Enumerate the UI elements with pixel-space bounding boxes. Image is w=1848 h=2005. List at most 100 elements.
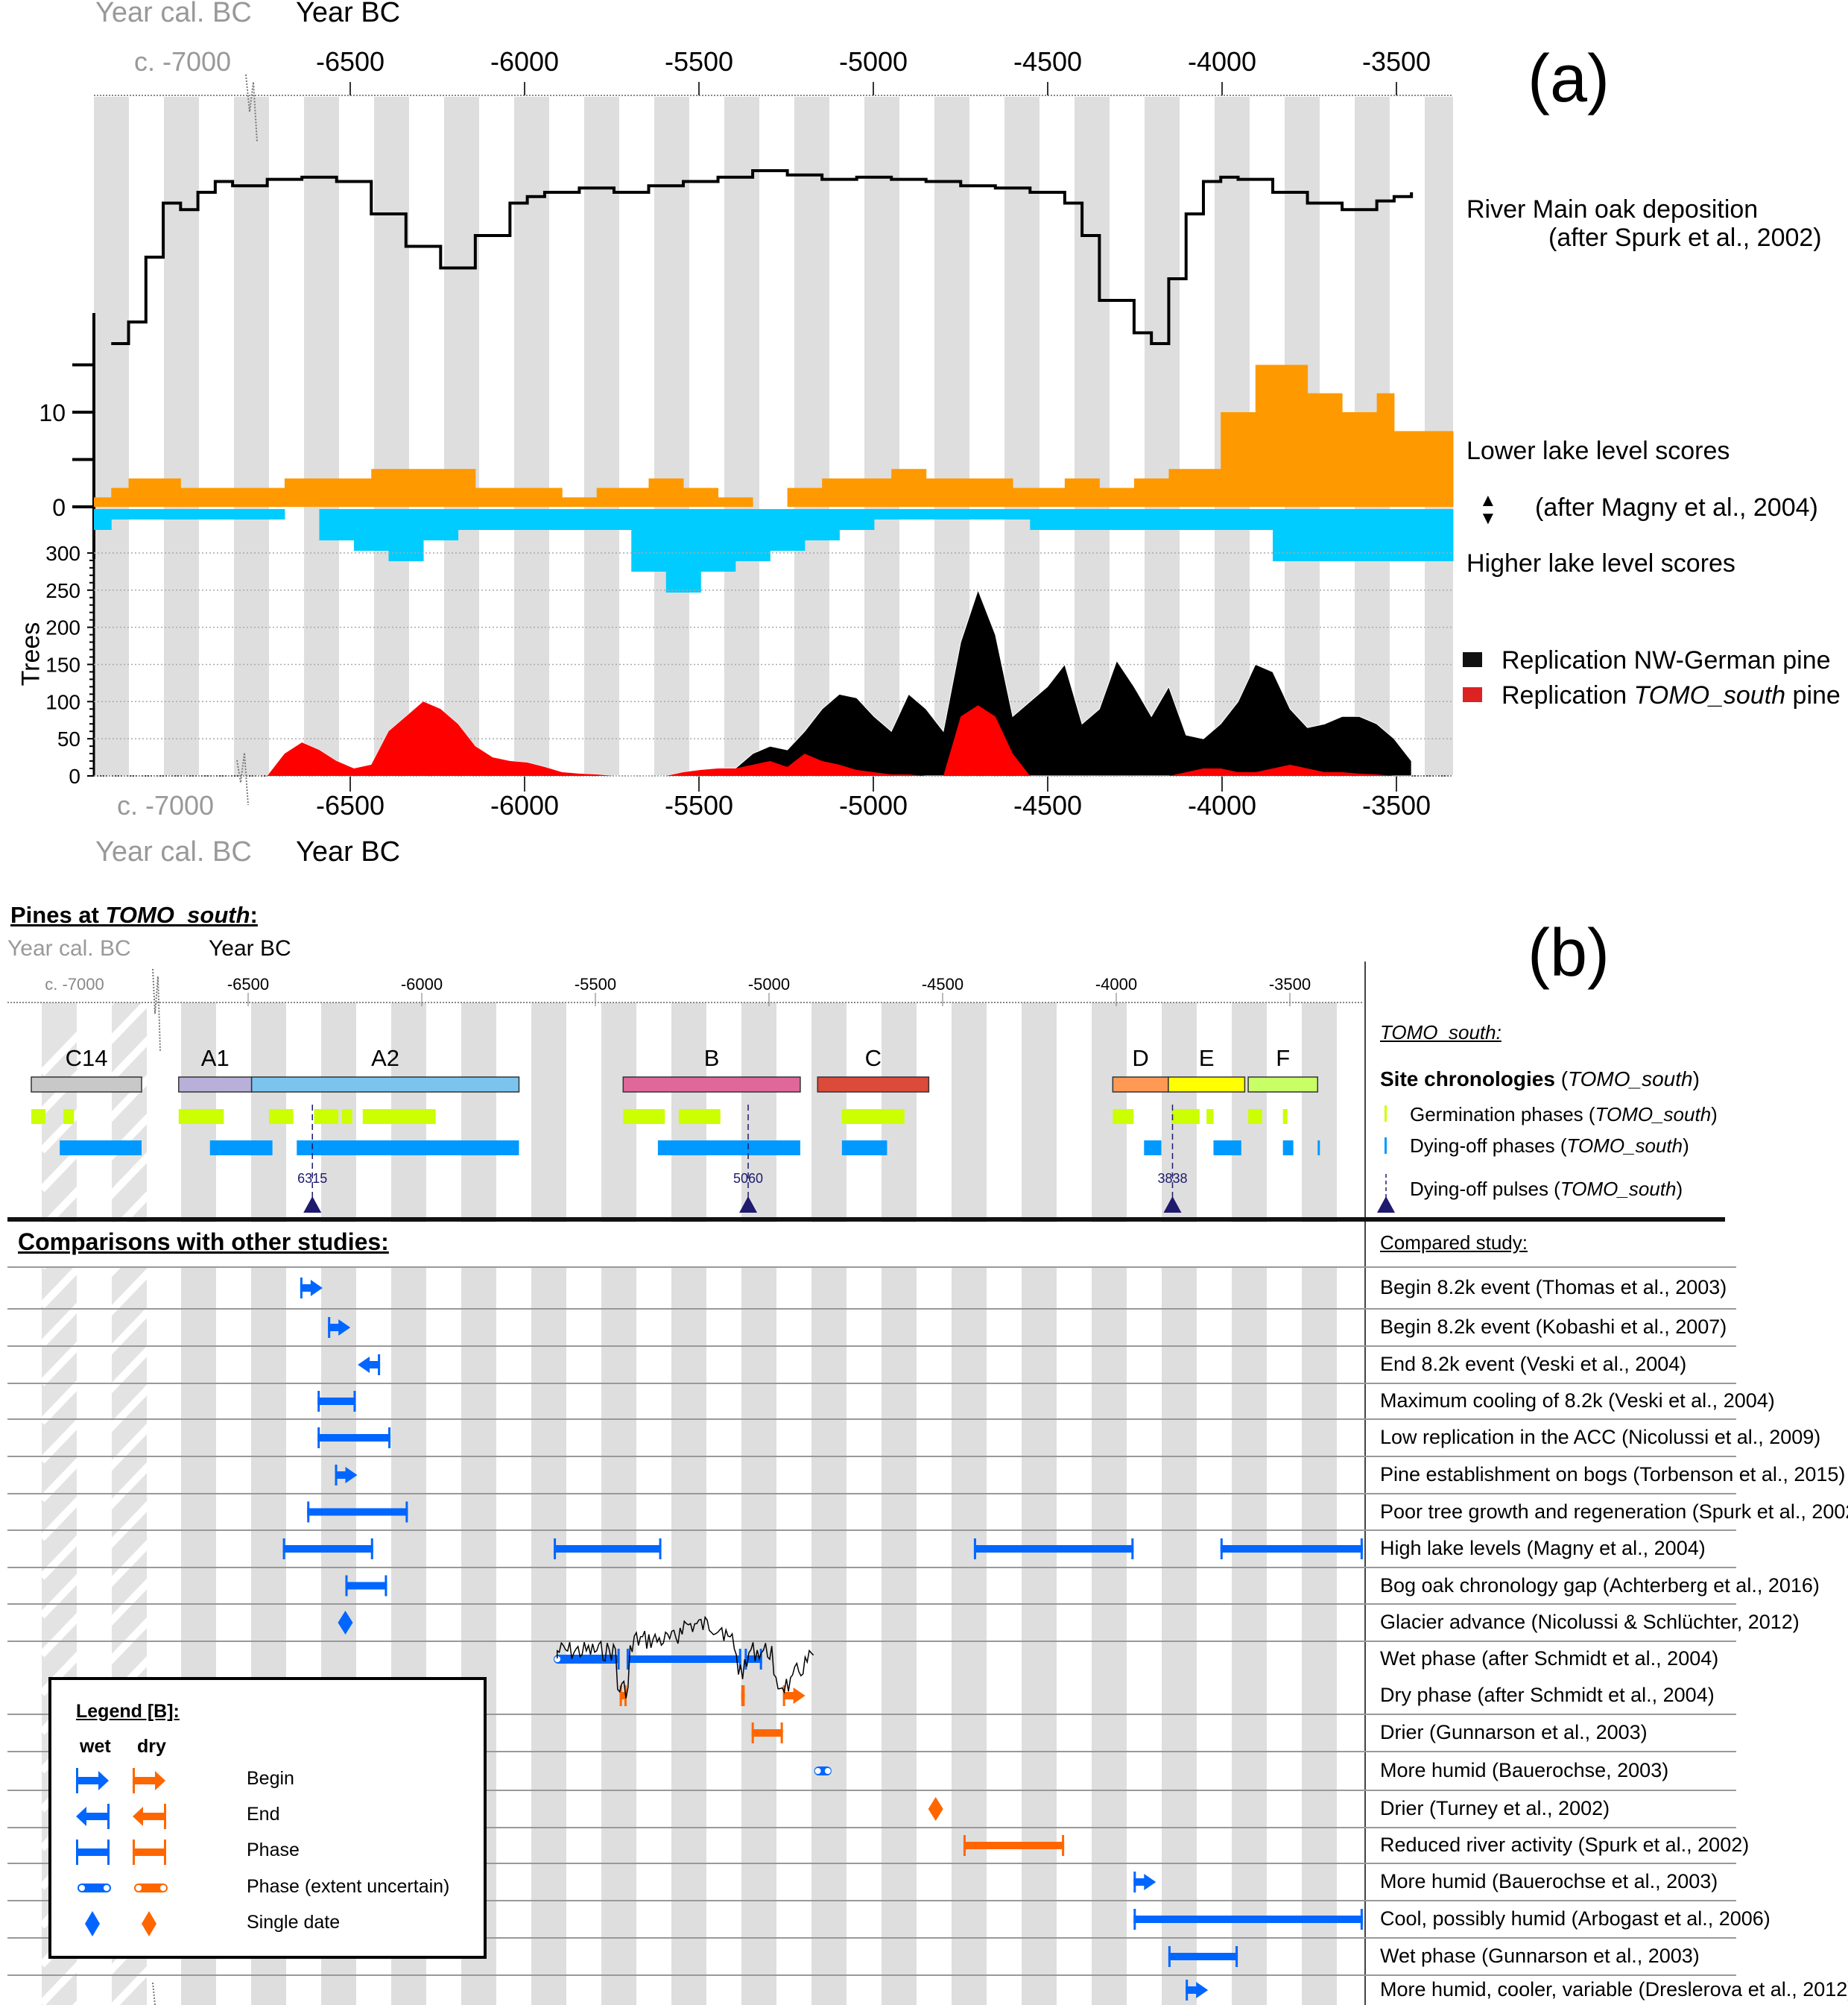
germination-phase-bar: [1113, 1109, 1134, 1124]
axis-break-bottom-icon: [236, 752, 249, 806]
comparisons-heading: Comparisons with other studies:: [18, 1228, 389, 1255]
background-band: [952, 1002, 987, 2005]
dying-off-pulse-marker: [739, 1196, 758, 1213]
higher-lake-bar: [1273, 509, 1454, 561]
hatch-stripe: [39, 1307, 152, 1425]
germination-phase-bar: [178, 1109, 224, 1124]
lower-lake-bar: [718, 497, 753, 507]
germination-phase-bar: [1206, 1109, 1214, 1124]
compared-study-label: More humid (Bauerochse, 2003): [1380, 1759, 1669, 1781]
legend-b-row-end: End: [247, 1804, 280, 1825]
compared-study-label: More humid, cooler, variable (Dreslerova…: [1380, 1978, 1848, 2001]
lower-lake-bar: [1099, 487, 1135, 507]
legend-b: Legend [B]: wet dry Begin End Phase Phas…: [48, 1677, 487, 1959]
legend-swatch-tomo: [1463, 687, 1482, 702]
legend-germination: Germination phases (TOMO_south): [1410, 1103, 1718, 1125]
legend-label-tomo-suffix: pine: [1785, 681, 1841, 710]
panel-b-heading-suffix: :: [250, 902, 258, 928]
legend-b-title: Legend [B]:: [76, 1701, 180, 1722]
bottom-axis-tick-label: -3500: [1362, 790, 1431, 821]
background-band: [671, 1002, 706, 2005]
panel-b-axis-tick-label: -3500: [1269, 975, 1311, 994]
germination-phase-bar: [314, 1109, 339, 1124]
begin-marker-shaft: [328, 1324, 341, 1331]
background-band: [654, 97, 689, 775]
compared-study-label: End 8.2k event (Veski et al., 2004): [1380, 1353, 1687, 1375]
comparisons-heading-bg: [7, 1222, 1364, 1267]
panel-a-chart: -6500 -6500 -6000 -6000 -5500 -5500 -5000 -5000…: [39, 46, 1454, 821]
legend-site-chronologies: Site chronologies (TOMO_south): [1380, 1067, 1700, 1090]
top-axis-tick-label: -5500: [665, 46, 733, 77]
hatch-stripe: [39, 1579, 152, 1696]
site-chronology-bar: [622, 1076, 801, 1093]
legend-single-dry-icon: [142, 1911, 156, 1936]
background-band: [794, 97, 829, 775]
top-axis-tick-label: -4500: [1013, 46, 1082, 77]
higher-lake-bar: [873, 509, 927, 520]
axis-break-bottom-icon: [152, 1982, 156, 2005]
lower-lake-bar: [1428, 431, 1454, 507]
legend-pulses-italic: TOMO_south: [1560, 1178, 1677, 1200]
trees-axis-tick-label: 50: [57, 727, 80, 751]
germination-phase-bar: [63, 1109, 75, 1124]
higher-lake-bar: [1168, 509, 1273, 530]
legend-phase-wet-icon: [76, 1840, 110, 1865]
site-chronology-bar: [250, 1076, 520, 1093]
germination-phase-bar: [678, 1109, 721, 1124]
site-chronology-label: F: [1276, 1045, 1290, 1071]
compared-study-label: Low replication in the ACC (Nicolussi et…: [1380, 1426, 1821, 1448]
bottom-axis-tick-label: -5500: [665, 790, 733, 821]
legend-end-dry-icon: [133, 1804, 166, 1829]
end-marker-arrow: [358, 1357, 370, 1373]
background-band: [811, 1002, 847, 2005]
hatch-stripe: [39, 1540, 152, 1658]
site-chronology-label: A2: [371, 1045, 399, 1071]
higher-lake-bar: [700, 509, 736, 572]
phase-bar: [619, 1692, 627, 1699]
site-chronology-label: E: [1199, 1045, 1215, 1071]
legend-phase-dry-icon: [133, 1840, 166, 1865]
dying-off-phase-bar: [60, 1140, 142, 1155]
hatch-stripe: [39, 997, 152, 1115]
germination-phase-bar: [268, 1109, 294, 1124]
higher-lake-bar: [111, 509, 285, 520]
single-date-marker: [338, 1611, 353, 1635]
legend-begin-dry-icon: [133, 1768, 165, 1793]
germination-phase-bar: [341, 1109, 352, 1124]
end-marker-shaft: [368, 1361, 381, 1368]
site-chronology-label: D: [1132, 1045, 1148, 1071]
compared-study-label: Reduced river activity (Spurk et al., 20…: [1380, 1834, 1750, 1856]
higher-lake-bar: [631, 509, 667, 572]
phase-bar: [1133, 1916, 1363, 1923]
hatch-stripe: [39, 1075, 152, 1193]
compared-study-label: Drier (Turney et al., 2002): [1380, 1797, 1610, 1819]
compared-study-heading: Compared study:: [1380, 1231, 1528, 1254]
schmidt-humidity-curve: [556, 1615, 814, 1699]
background-band: [234, 97, 269, 775]
lower-lake-bar: [111, 487, 130, 507]
panel-b-heading: Pines at TOMO_south:: [10, 902, 258, 929]
dying-off-pulse-marker: [303, 1196, 322, 1213]
hatch-stripe: [39, 959, 152, 1076]
begin-marker-arrow: [345, 1467, 358, 1483]
higher-lake-bar: [388, 509, 424, 561]
legend-b-symbols: [76, 1768, 168, 1936]
site-chronology-label: A1: [201, 1045, 230, 1071]
uncertain-phase-end-dot: [824, 1768, 831, 1774]
bottom-axis-tick-label: -4500: [1013, 790, 1082, 821]
begin-marker-shaft: [1186, 1986, 1198, 1994]
top-axis-tick-label: -3500: [1362, 46, 1431, 77]
oak-series-label: River Main oak deposition: [1466, 195, 1759, 224]
lower-lake-bar: [1307, 393, 1343, 507]
background-band: [1162, 1002, 1197, 2005]
background-band: [584, 97, 619, 775]
background-band: [1145, 97, 1180, 775]
compared-study-label: Glacier advance (Nicolussi & Schlüchter,…: [1380, 1611, 1800, 1633]
dying-off-phase-bar: [1317, 1140, 1320, 1155]
site-chronology-bar: [178, 1076, 253, 1093]
background-band: [601, 1002, 636, 2005]
legend-end-wet-icon: [76, 1804, 110, 1829]
uncertain-phase-start-dot: [814, 1768, 821, 1774]
begin-marker-shaft: [300, 1284, 312, 1292]
background-band: [741, 1002, 776, 2005]
